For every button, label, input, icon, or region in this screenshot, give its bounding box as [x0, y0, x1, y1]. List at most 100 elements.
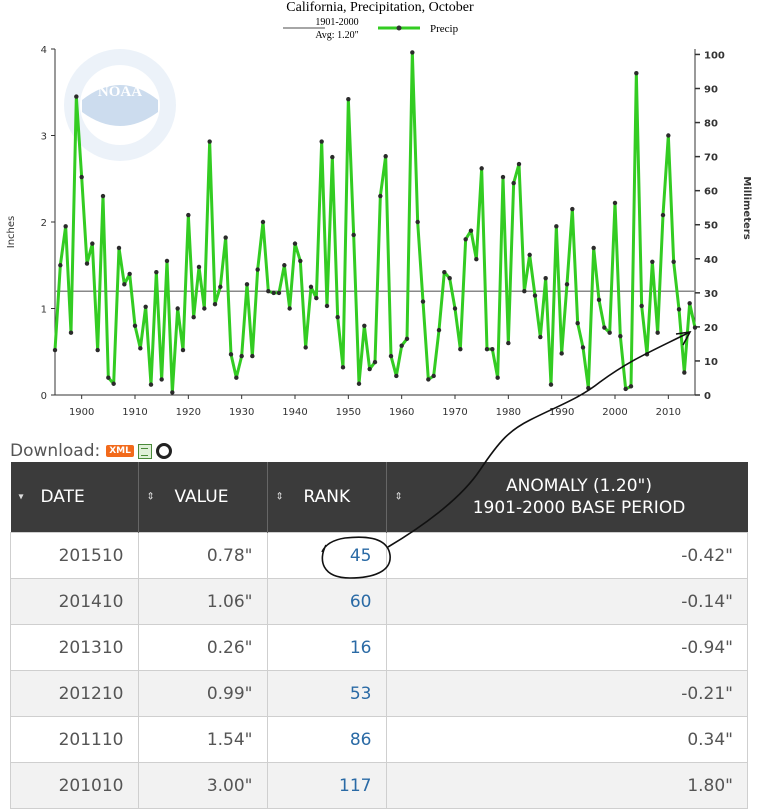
precip-data-point	[623, 387, 627, 391]
rank-link[interactable]: 16	[350, 638, 372, 658]
x-tick-label: 1940	[282, 407, 307, 418]
precip-data-point	[538, 335, 542, 339]
download-bar: Download: XML	[10, 440, 172, 462]
precip-data-point	[95, 348, 99, 352]
precip-data-point	[458, 347, 462, 351]
precip-data-point	[639, 304, 643, 308]
precip-data-point	[197, 265, 201, 269]
precip-data-point	[533, 293, 537, 297]
precip-data-point	[517, 162, 521, 166]
precip-data-point	[149, 382, 153, 386]
precip-data-point	[693, 325, 697, 329]
precip-data-point	[565, 282, 569, 286]
x-tick-label: 2000	[602, 407, 627, 418]
date-cell: 201210	[11, 671, 139, 717]
x-tick-label: 1980	[496, 407, 521, 418]
precip-data-point	[661, 213, 665, 217]
precip-data-point	[501, 175, 505, 179]
x-tick-label: 1910	[122, 407, 147, 418]
precip-data-point	[437, 328, 441, 332]
precip-data-point	[367, 367, 371, 371]
precip-data-point	[549, 382, 553, 386]
sort-icon: ⇕	[147, 492, 155, 503]
x-tick-label: 1970	[442, 407, 467, 418]
precip-data-point	[303, 345, 307, 349]
rank-cell: 53	[267, 671, 386, 717]
precip-data-point	[474, 257, 478, 261]
precip-data-point	[645, 352, 649, 356]
value-cell: 0.99"	[138, 671, 267, 717]
precip-data-point	[373, 360, 377, 364]
value-cell: 0.78"	[138, 533, 267, 579]
precip-data-point	[106, 376, 110, 380]
column-header-rank[interactable]: ⇕ RANK	[267, 462, 386, 533]
precip-data-point	[415, 220, 419, 224]
precip-data-point	[159, 377, 163, 381]
precip-data-point	[261, 220, 265, 224]
y-left-tick-label: 2	[41, 218, 47, 229]
precip-data-point	[442, 270, 446, 274]
precip-data-point	[266, 289, 270, 293]
precip-data-point	[682, 370, 686, 374]
precip-data-point	[325, 304, 329, 308]
precip-data-point	[170, 390, 174, 394]
precip-data-point	[309, 285, 313, 289]
y-right-tick-label: 70	[704, 153, 718, 164]
precip-data-point	[570, 207, 574, 211]
json-download-icon[interactable]	[156, 443, 172, 459]
data-table: ▾ DATE ⇕ VALUE ⇕ RANK ⇕ ANOMALY (1.20") …	[10, 462, 748, 809]
precip-data-point	[677, 307, 681, 311]
precip-data-point	[554, 224, 558, 228]
anomaly-cell: -0.14"	[386, 579, 748, 625]
precip-data-point	[399, 343, 403, 347]
x-tick-label: 1900	[69, 407, 94, 418]
rank-link[interactable]: 117	[339, 776, 371, 796]
rank-link[interactable]: 45	[350, 546, 372, 566]
xml-download-button[interactable]: XML	[106, 445, 134, 457]
column-header-value[interactable]: ⇕ VALUE	[138, 462, 267, 533]
precip-data-point	[389, 354, 393, 358]
precip-data-point	[63, 224, 67, 228]
rank-link[interactable]: 53	[350, 684, 372, 704]
column-header-anomaly[interactable]: ⇕ ANOMALY (1.20") 1901-2000 BASE PERIOD	[386, 462, 748, 533]
precip-data-point	[298, 259, 302, 263]
precip-data-point	[394, 374, 398, 378]
precip-data-point	[634, 71, 638, 75]
x-tick-label: 1950	[336, 407, 361, 418]
precip-data-point	[362, 324, 366, 328]
value-cell: 1.06"	[138, 579, 267, 625]
rank-link[interactable]: 86	[350, 730, 372, 750]
x-tick-label: 2010	[656, 407, 681, 418]
y-right-tick-label: 100	[704, 50, 725, 61]
precip-data-point	[282, 263, 286, 267]
precip-data-point	[543, 276, 547, 280]
precip-data-point	[522, 289, 526, 293]
precip-data-point	[314, 296, 318, 300]
precip-data-point	[463, 237, 467, 241]
precip-data-point	[58, 263, 62, 267]
date-cell: 201310	[11, 625, 139, 671]
csv-download-icon[interactable]	[138, 444, 152, 459]
precip-data-point	[629, 384, 633, 388]
column-header-date[interactable]: ▾ DATE	[11, 462, 139, 533]
table-row: 201410 1.06" 60 -0.14"	[11, 579, 748, 625]
precip-data-point	[479, 166, 483, 170]
legend-precip-marker	[397, 26, 402, 31]
noaa-logo-text: NOAA	[98, 84, 142, 100]
date-cell: 201410	[11, 579, 139, 625]
rank-link[interactable]: 60	[350, 592, 372, 612]
precip-data-point	[378, 194, 382, 198]
precip-data-point	[191, 315, 195, 319]
date-cell: 201110	[11, 717, 139, 763]
anomaly-cell: 0.34"	[386, 717, 748, 763]
precip-data-point	[613, 201, 617, 205]
column-header-value-label: VALUE	[139, 487, 267, 507]
precip-data-point	[229, 352, 233, 356]
precip-data-point	[405, 337, 409, 341]
precip-data-point	[90, 241, 94, 245]
precip-data-point	[341, 365, 345, 369]
precip-data-point	[495, 376, 499, 380]
precip-data-point	[122, 282, 126, 286]
precip-data-point	[575, 321, 579, 325]
rank-cell: 45	[267, 533, 386, 579]
